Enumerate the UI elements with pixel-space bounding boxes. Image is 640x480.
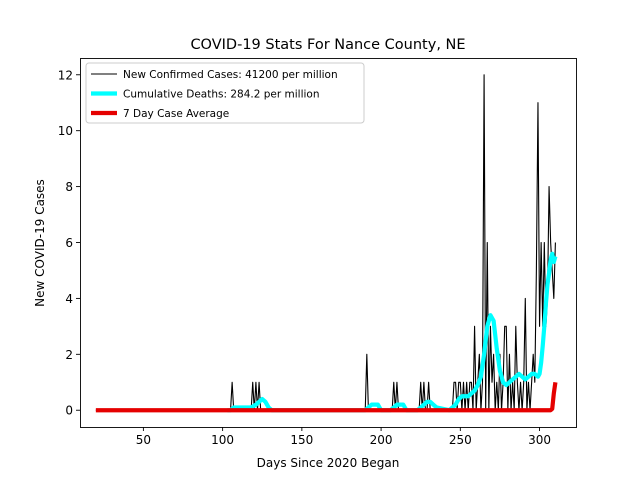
y-tick-label: 8 bbox=[65, 180, 73, 194]
x-tick-label: 250 bbox=[449, 433, 472, 447]
y-tick-label: 10 bbox=[58, 124, 73, 138]
axes: 50 100 150 200 250 300 0 2 4 6 8 10 12 bbox=[58, 68, 551, 447]
x-axis-label: Days Since 2020 Began bbox=[257, 456, 400, 470]
x-tick-label: 100 bbox=[211, 433, 234, 447]
legend-label-0: New Confirmed Cases: 41200 per million bbox=[123, 69, 338, 81]
x-tick-label: 200 bbox=[370, 433, 393, 447]
legend-box bbox=[85, 62, 365, 124]
legend-label-1: Cumulative Deaths: 284.2 per million bbox=[123, 89, 320, 101]
y-axis-label: New COVID-19 Cases bbox=[33, 179, 47, 307]
plot-frame bbox=[80, 58, 577, 428]
plot-area bbox=[95, 74, 558, 413]
legend: New Confirmed Cases: 41200 per million Cu… bbox=[85, 62, 365, 124]
x-tick-label: 300 bbox=[528, 433, 551, 447]
y-tick-label: 2 bbox=[65, 348, 73, 362]
x-tick-label: 50 bbox=[136, 433, 151, 447]
x-tick-label: 150 bbox=[290, 433, 313, 447]
y-tick-label: 6 bbox=[65, 236, 73, 250]
y-tick-label: 12 bbox=[58, 68, 73, 82]
legend-label-2: 7 Day Case Average bbox=[123, 108, 229, 120]
y-tick-label: 4 bbox=[65, 292, 73, 306]
y-tick-label: 0 bbox=[65, 404, 73, 418]
chart-title: COVID-19 Stats For Nance County, NE bbox=[190, 37, 465, 53]
series-line-2 bbox=[95, 381, 558, 413]
